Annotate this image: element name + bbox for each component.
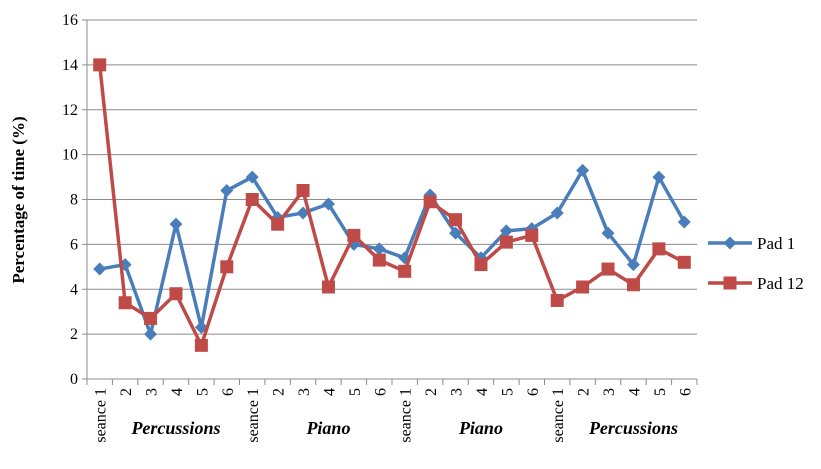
series-1 <box>93 163 691 341</box>
x-tick-label: 6 <box>220 388 237 396</box>
data-point <box>652 242 666 256</box>
y-tick-label: 4 <box>70 281 78 298</box>
x-tick-label: 4 <box>169 388 186 396</box>
data-point <box>169 217 183 231</box>
y-tick-label: 0 <box>70 371 78 388</box>
y-tick-label: 10 <box>62 147 78 164</box>
x-tick-label: 4 <box>474 388 491 396</box>
data-point <box>626 258 640 272</box>
data-point <box>626 278 640 292</box>
data-point <box>398 264 412 278</box>
x-tick-label: seance 1 <box>398 388 415 443</box>
data-point <box>245 170 259 184</box>
data-point <box>220 260 234 274</box>
data-point <box>499 224 513 238</box>
x-tick-label: seance 1 <box>93 388 110 443</box>
data-point <box>271 217 285 231</box>
data-point <box>499 235 513 249</box>
data-point <box>677 215 691 229</box>
legend-marker <box>723 276 737 290</box>
data-point <box>169 287 183 301</box>
x-tick-label: 3 <box>601 388 618 396</box>
data-point <box>93 58 107 72</box>
x-tick-label: 5 <box>499 388 516 396</box>
x-tick-label: 6 <box>372 388 389 396</box>
data-point <box>525 228 539 242</box>
x-tick-label: 2 <box>576 388 593 396</box>
data-point <box>449 226 463 240</box>
y-tick-label: 14 <box>62 57 78 74</box>
x-tick-label: 2 <box>118 388 135 396</box>
data-point <box>93 262 107 276</box>
x-tick-label: 5 <box>194 388 211 396</box>
data-point <box>677 255 691 269</box>
y-tick-label: 6 <box>70 236 78 253</box>
x-tick-label: 3 <box>296 388 313 396</box>
y-tick-label: 8 <box>70 192 78 209</box>
data-point <box>118 296 132 310</box>
data-point <box>372 253 386 267</box>
legend-marker <box>723 236 737 250</box>
x-tick-label: 6 <box>677 388 694 396</box>
data-point <box>423 195 437 209</box>
group-label: Percussions <box>588 418 678 438</box>
axes <box>82 19 698 385</box>
data-point <box>347 228 361 242</box>
legend-item: Pad 1 <box>708 234 795 253</box>
data-point <box>652 170 666 184</box>
group-labels: Percussions Piano Piano Percussions <box>130 418 678 438</box>
legend-label: Pad 12 <box>757 274 804 293</box>
x-tick-label: seance 1 <box>550 388 567 443</box>
x-tick-label: 2 <box>271 388 288 396</box>
data-point <box>321 280 335 294</box>
series <box>93 58 691 352</box>
x-tick-label: 3 <box>449 388 466 396</box>
x-tick-label: 4 <box>321 388 338 396</box>
y-tick-label: 16 <box>62 12 78 29</box>
x-tick-label: 5 <box>652 388 669 396</box>
data-point <box>550 293 564 307</box>
y-axis-label: Percentage of time (%) <box>9 116 28 283</box>
data-point <box>296 184 310 198</box>
series-line <box>99 168 686 336</box>
data-point <box>321 197 335 211</box>
data-point <box>245 193 259 206</box>
data-point <box>601 262 615 276</box>
data-point <box>194 338 208 352</box>
data-point <box>449 213 463 227</box>
gridlines <box>87 19 697 335</box>
data-point <box>550 206 564 220</box>
data-point <box>220 184 234 198</box>
data-point <box>372 242 386 256</box>
x-tick-label: 4 <box>626 388 643 396</box>
data-point <box>576 163 590 177</box>
y-tick-label: 2 <box>70 326 78 343</box>
series-2 <box>93 58 691 352</box>
y-tick-label: 12 <box>62 102 78 119</box>
data-point <box>144 327 158 341</box>
data-point <box>576 280 590 294</box>
group-label: Percussions <box>130 418 220 438</box>
data-point <box>601 226 615 240</box>
data-point <box>144 311 158 325</box>
legend-label: Pad 1 <box>757 234 795 253</box>
x-tick-label: 2 <box>423 388 440 396</box>
y-tick-labels: 0 2 4 6 8 10 12 14 16 <box>62 12 78 388</box>
group-label: Piano <box>458 418 503 438</box>
x-tick-label: 5 <box>347 388 364 396</box>
legend: Pad 1 Pad 12 <box>708 234 804 293</box>
legend-item: Pad 12 <box>708 274 804 293</box>
data-point <box>474 258 488 272</box>
x-tick-label: seance 1 <box>245 388 262 443</box>
x-tick-label: 3 <box>144 388 161 396</box>
group-label: Piano <box>305 418 350 438</box>
x-tick-label: 6 <box>525 388 542 396</box>
